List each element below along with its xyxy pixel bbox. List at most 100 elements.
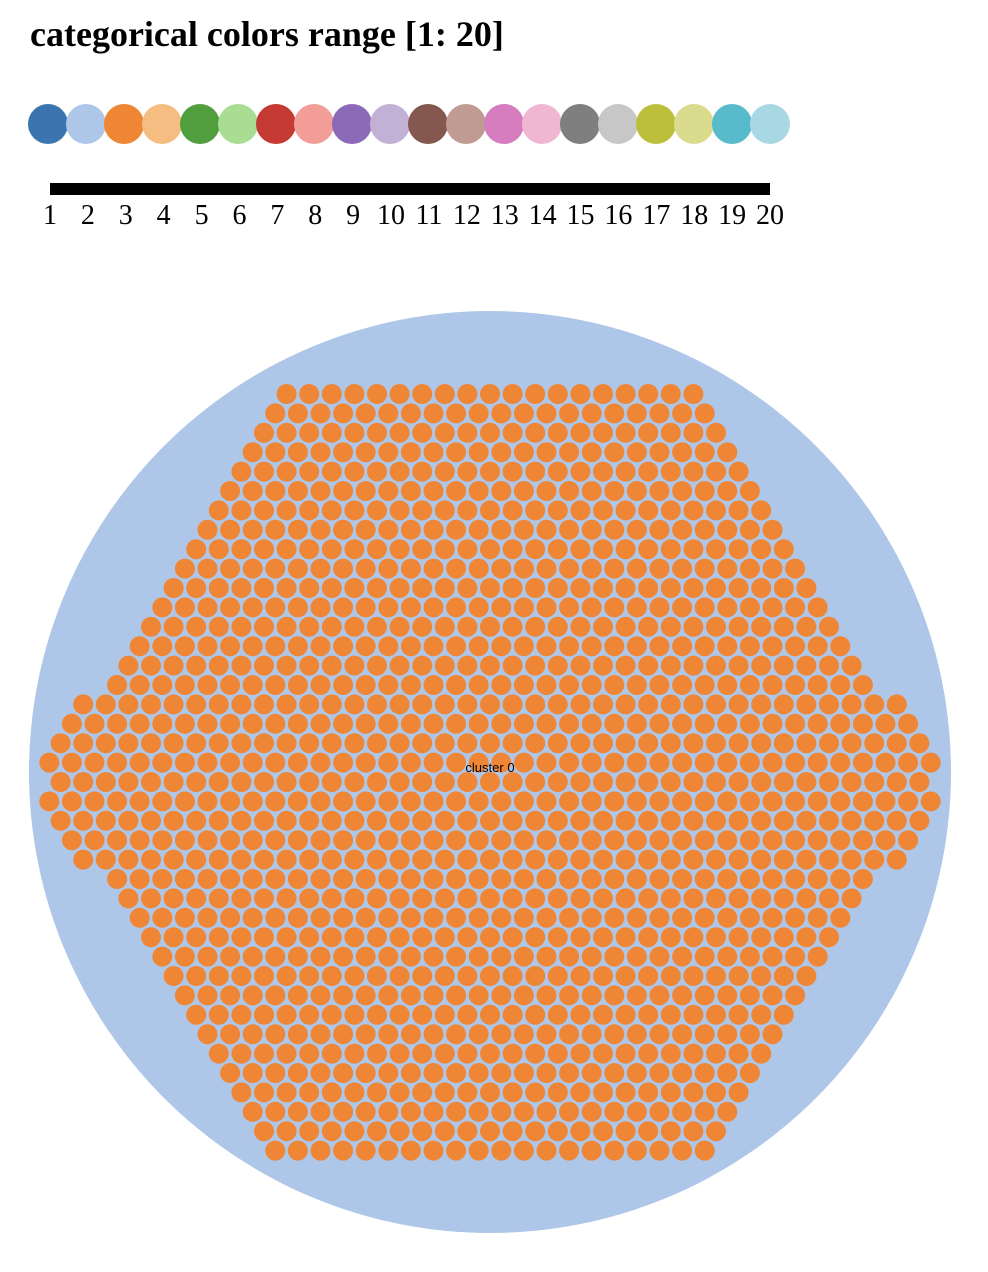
pack-leaf[interactable] xyxy=(480,1043,500,1064)
pack-leaf[interactable] xyxy=(649,442,670,463)
pack-leaf[interactable] xyxy=(434,810,455,831)
pack-leaf[interactable] xyxy=(457,500,478,521)
pack-leaf[interactable] xyxy=(129,636,150,657)
pack-leaf[interactable] xyxy=(242,636,263,657)
pack-leaf[interactable] xyxy=(604,675,625,695)
pack-leaf[interactable] xyxy=(389,772,410,792)
pack-leaf[interactable] xyxy=(163,694,184,715)
pack-leaf[interactable] xyxy=(717,1024,738,1045)
pack-leaf[interactable] xyxy=(694,985,715,1006)
pack-leaf[interactable] xyxy=(728,1004,749,1025)
pack-leaf[interactable] xyxy=(446,752,467,773)
pack-leaf[interactable] xyxy=(638,539,659,560)
pack-leaf[interactable] xyxy=(287,481,308,501)
pack-leaf[interactable] xyxy=(321,539,342,560)
pack-leaf[interactable] xyxy=(310,791,331,812)
pack-leaf[interactable] xyxy=(468,1063,489,1083)
pack-leaf[interactable] xyxy=(423,558,444,579)
pack-leaf[interactable] xyxy=(570,733,591,754)
pack-leaf[interactable] xyxy=(163,966,184,986)
pack-leaf[interactable] xyxy=(423,1101,444,1122)
pack-leaf[interactable] xyxy=(762,519,783,540)
pack-leaf[interactable] xyxy=(287,946,308,967)
pack-leaf[interactable] xyxy=(412,578,433,598)
pack-leaf[interactable] xyxy=(502,772,523,792)
pack-leaf[interactable] xyxy=(660,966,681,986)
pack-leaf[interactable] xyxy=(480,772,500,792)
pack-leaf[interactable] xyxy=(785,791,806,812)
pack-leaf[interactable] xyxy=(220,985,241,1006)
pack-leaf[interactable] xyxy=(61,752,82,773)
pack-leaf[interactable] xyxy=(220,1024,241,1045)
pack-leaf[interactable] xyxy=(581,597,602,618)
pack-leaf[interactable] xyxy=(570,694,591,715)
pack-leaf[interactable] xyxy=(220,636,241,657)
pack-leaf[interactable] xyxy=(728,849,749,870)
pack-leaf[interactable] xyxy=(513,752,534,773)
pack-leaf[interactable] xyxy=(457,966,478,986)
pack-leaf[interactable] xyxy=(706,810,726,831)
pack-leaf[interactable] xyxy=(717,636,738,657)
pack-leaf[interactable] xyxy=(129,869,150,889)
pack-leaf[interactable] xyxy=(378,675,399,695)
pack-leaf[interactable] xyxy=(412,1004,433,1025)
pack-leaf[interactable] xyxy=(683,1121,704,1142)
pack-leaf[interactable] xyxy=(536,597,557,618)
pack-leaf[interactable] xyxy=(344,810,365,831)
pack-leaf[interactable] xyxy=(638,888,659,909)
pack-leaf[interactable] xyxy=(626,752,647,773)
pack-leaf[interactable] xyxy=(649,519,670,540)
pack-leaf[interactable] xyxy=(152,907,173,928)
pack-leaf[interactable] xyxy=(581,830,602,851)
pack-leaf[interactable] xyxy=(751,733,772,754)
pack-leaf[interactable] xyxy=(186,616,207,637)
pack-leaf[interactable] xyxy=(739,869,760,889)
pack-leaf[interactable] xyxy=(649,558,670,579)
pack-leaf[interactable] xyxy=(638,849,659,870)
pack-leaf[interactable] xyxy=(242,442,263,463)
pack-leaf[interactable] xyxy=(581,713,602,734)
pack-leaf[interactable] xyxy=(547,888,568,909)
pack-leaf[interactable] xyxy=(208,578,229,598)
pack-leaf[interactable] xyxy=(559,597,580,618)
pack-leaf[interactable] xyxy=(683,422,704,443)
pack-leaf[interactable] xyxy=(898,752,919,773)
pack-leaf[interactable] xyxy=(480,966,500,986)
pack-leaf[interactable] xyxy=(683,733,704,754)
pack-leaf[interactable] xyxy=(559,1101,580,1122)
pack-leaf[interactable] xyxy=(344,1121,365,1142)
pack-leaf[interactable] xyxy=(152,713,173,734)
pack-leaf[interactable] xyxy=(660,655,681,676)
pack-leaf[interactable] xyxy=(457,733,478,754)
pack-leaf[interactable] xyxy=(480,810,500,831)
pack-leaf[interactable] xyxy=(581,1101,602,1122)
pack-leaf[interactable] xyxy=(536,985,557,1006)
pack-leaf[interactable] xyxy=(536,1140,557,1161)
pack-leaf[interactable] xyxy=(615,616,636,637)
pack-leaf[interactable] xyxy=(446,1140,467,1161)
pack-leaf[interactable] xyxy=(593,849,613,870)
pack-leaf[interactable] xyxy=(310,713,331,734)
pack-leaf[interactable] xyxy=(717,869,738,889)
pack-leaf[interactable] xyxy=(660,384,681,404)
pack-leaf[interactable] xyxy=(287,1140,308,1161)
pack-leaf[interactable] xyxy=(107,752,128,773)
pack-leaf[interactable] xyxy=(660,927,681,948)
pack-leaf[interactable] xyxy=(717,946,738,967)
pack-leaf[interactable] xyxy=(762,597,783,618)
pack-leaf[interactable] xyxy=(321,1004,342,1025)
pack-leaf[interactable] xyxy=(299,616,320,637)
pack-leaf[interactable] xyxy=(547,539,568,560)
pack-leaf[interactable] xyxy=(570,1043,591,1064)
pack-leaf[interactable] xyxy=(660,1004,681,1025)
pack-leaf[interactable] xyxy=(299,384,320,404)
pack-leaf[interactable] xyxy=(525,422,546,443)
pack-leaf[interactable] xyxy=(728,1082,749,1103)
pack-leaf[interactable] xyxy=(434,1043,455,1064)
pack-leaf[interactable] xyxy=(141,655,161,676)
pack-leaf[interactable] xyxy=(129,791,150,812)
pack-leaf[interactable] xyxy=(762,946,783,967)
pack-leaf[interactable] xyxy=(841,888,862,909)
pack-leaf[interactable] xyxy=(400,985,421,1006)
pack-leaf[interactable] xyxy=(660,1043,681,1064)
